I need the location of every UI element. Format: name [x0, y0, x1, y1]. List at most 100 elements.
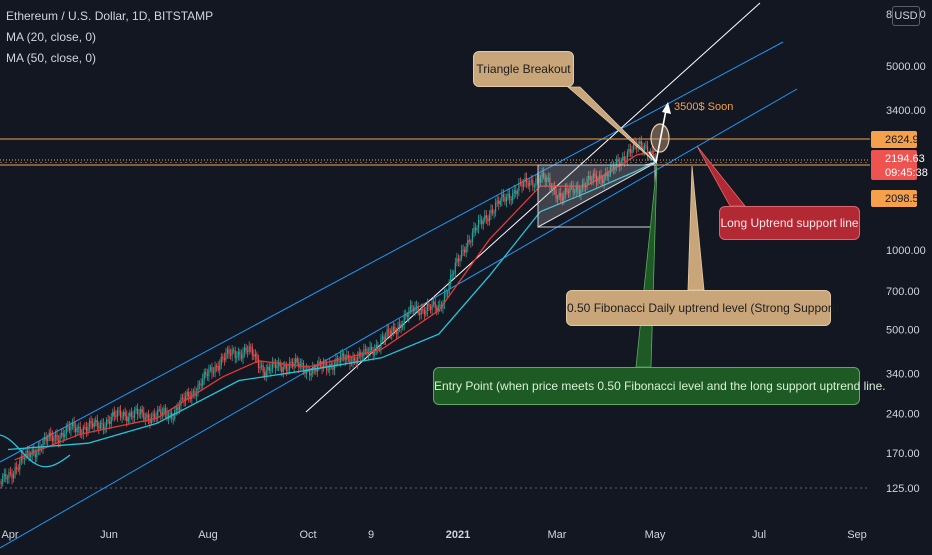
candle-body: [44, 437, 45, 439]
candle-body: [518, 183, 519, 191]
candle-body: [8, 472, 9, 478]
candle-body: [263, 365, 264, 372]
candle-body: [177, 407, 178, 410]
candle-body: [241, 355, 242, 359]
candle-body: [55, 434, 56, 437]
candle-body: [139, 414, 140, 415]
candle-body: [59, 435, 60, 442]
candle-body: [641, 141, 642, 147]
candle-body: [64, 434, 65, 437]
candle-body: [239, 352, 240, 355]
candle-body: [264, 372, 265, 376]
candle-body: [377, 345, 378, 349]
long-uptrend-callout[interactable]: Long Uptrend support line: [719, 206, 860, 240]
candle-body: [354, 357, 355, 360]
candle-body: [627, 152, 628, 161]
candle-body: [408, 312, 409, 317]
candle-body: [27, 451, 28, 452]
candle-body: [35, 454, 36, 458]
candle-body: [335, 358, 336, 364]
candle-body: [439, 305, 440, 306]
time-tick-label: Jul: [752, 529, 766, 541]
candle-body: [228, 349, 229, 354]
candle-body: [484, 215, 485, 221]
candle-body: [112, 412, 113, 417]
candle-body: [411, 305, 412, 308]
candle-body: [435, 302, 436, 308]
candle-body: [92, 424, 93, 427]
candle-body: [486, 215, 487, 218]
candle-body: [146, 414, 147, 417]
candle-body: [2, 476, 3, 483]
candle-body: [462, 250, 463, 251]
candle-body: [129, 412, 130, 417]
candle-body: [467, 240, 468, 247]
candle-body: [427, 304, 428, 311]
candle-body: [219, 365, 220, 370]
candle-body: [535, 179, 536, 186]
candle-body: [450, 275, 451, 284]
candle-body: [157, 410, 158, 417]
chart-legend: Ethereum / U.S. Dollar, 1D, BITSTAMP MA …: [6, 6, 213, 69]
candle-body: [312, 367, 313, 374]
fibonacci-callout[interactable]: 0.50 Fibonacci Daily uptrend level (Stro…: [566, 290, 831, 326]
candle-body: [148, 414, 149, 419]
candle-body: [352, 357, 353, 362]
ma50-legend[interactable]: MA (50, close, 0): [6, 48, 213, 69]
candle-body: [87, 427, 88, 432]
candle-body: [249, 347, 250, 352]
candle-body: [250, 347, 251, 348]
candle-body: [126, 416, 127, 422]
candle-body: [362, 356, 363, 357]
symbol-title[interactable]: Ethereum / U.S. Dollar, 1D, BITSTAMP: [6, 6, 213, 27]
candle-body: [298, 362, 299, 367]
candle-body: [480, 220, 481, 221]
candle-body: [199, 384, 200, 385]
candle-body: [472, 233, 473, 242]
triangle-breakout-callout[interactable]: Triangle Breakout: [473, 51, 574, 87]
ma20-legend[interactable]: MA (20, close, 0): [6, 27, 213, 48]
time-tick-label: 2021: [446, 529, 470, 541]
candle-body: [515, 190, 516, 194]
candle-body: [383, 336, 384, 339]
time-tick-label: May: [645, 529, 666, 541]
candle-body: [345, 359, 346, 360]
candle-body: [400, 324, 401, 328]
candle-body: [16, 467, 17, 469]
candle-body: [385, 337, 386, 340]
candle-body: [624, 157, 625, 161]
candle-body: [259, 367, 260, 368]
candle-body: [526, 178, 527, 183]
candle-body: [11, 474, 12, 479]
candle-body: [30, 455, 31, 457]
candle-body: [517, 191, 518, 194]
candle-body: [506, 197, 507, 201]
candle-body: [396, 331, 397, 334]
candle-body: [492, 210, 493, 213]
entry-point-callout[interactable]: Entry Point (when price meets 0.50 Fibon…: [433, 367, 860, 405]
price-tick-label: 3400.00: [886, 105, 926, 117]
candle-body: [478, 220, 479, 228]
candle-body: [180, 398, 181, 406]
candle-body: [213, 373, 214, 374]
price-tick-label: 5000.00: [886, 61, 926, 73]
candle-body: [520, 183, 521, 184]
candle-body: [19, 461, 20, 470]
candle-body: [140, 409, 141, 414]
currency-button[interactable]: USD: [892, 6, 920, 26]
candle-body: [289, 362, 290, 370]
candle-body: [410, 305, 411, 311]
candle-body: [523, 182, 524, 187]
candle-body: [501, 194, 502, 200]
candle-body: [111, 417, 112, 424]
candle-body: [405, 314, 406, 315]
candle-body: [407, 314, 408, 317]
candle-body: [222, 357, 223, 358]
time-tick-label: Mar: [548, 529, 567, 541]
candle-body: [331, 364, 332, 366]
price-tick-label: 170.00: [886, 448, 920, 460]
candle-body: [391, 331, 392, 335]
candle-body: [461, 250, 462, 258]
